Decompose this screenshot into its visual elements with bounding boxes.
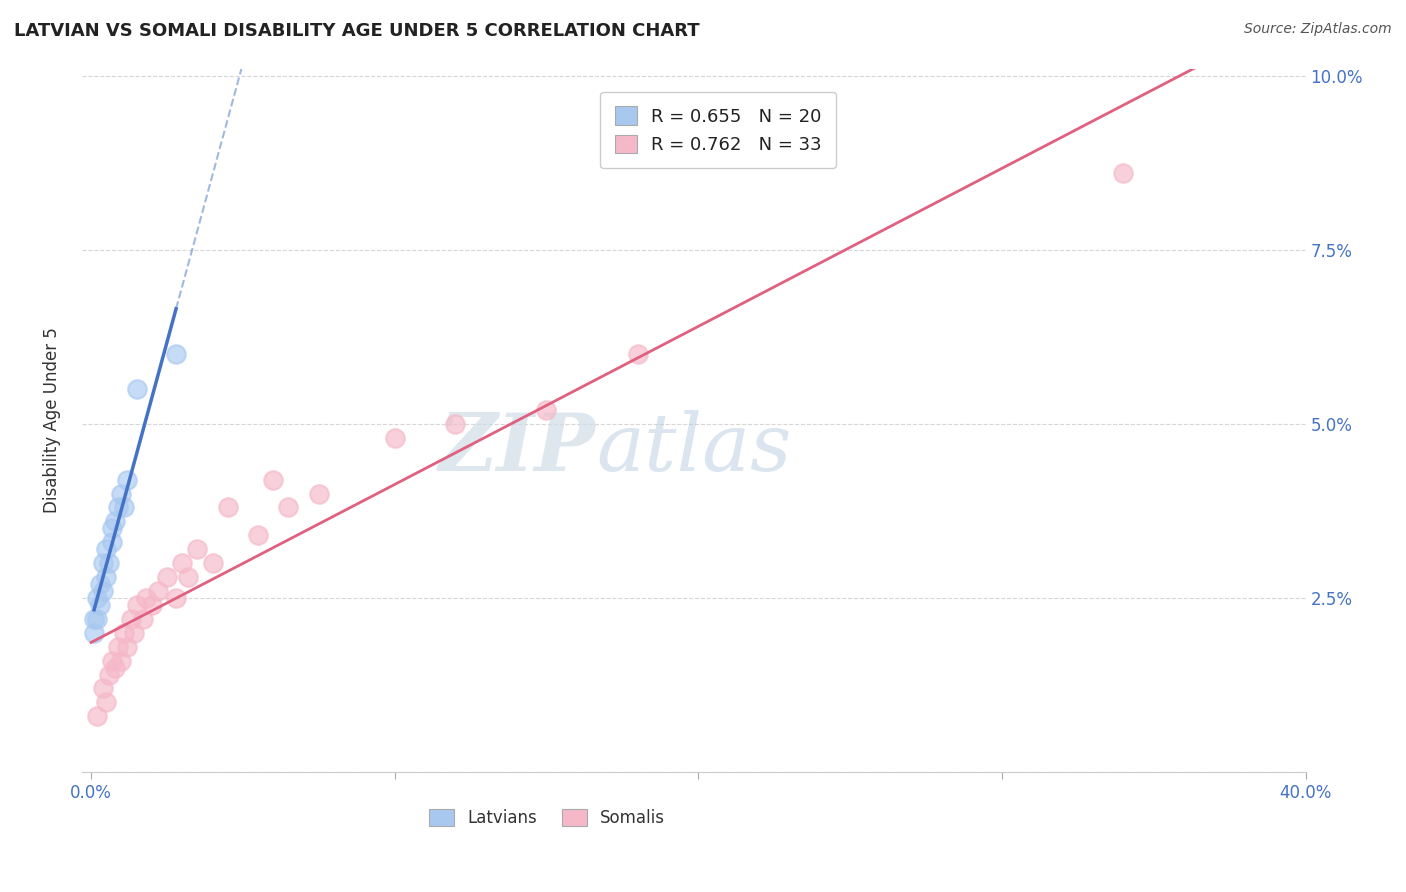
Text: ZIP: ZIP bbox=[439, 409, 596, 487]
Point bbox=[135, 591, 157, 605]
Point bbox=[146, 584, 169, 599]
Point bbox=[83, 625, 105, 640]
Point bbox=[101, 521, 124, 535]
Point bbox=[114, 500, 136, 515]
Point bbox=[98, 556, 121, 570]
Point bbox=[262, 473, 284, 487]
Point bbox=[98, 667, 121, 681]
Point bbox=[91, 681, 114, 696]
Point bbox=[277, 500, 299, 515]
Point bbox=[120, 612, 142, 626]
Point bbox=[101, 654, 124, 668]
Point bbox=[186, 542, 208, 557]
Text: LATVIAN VS SOMALI DISABILITY AGE UNDER 5 CORRELATION CHART: LATVIAN VS SOMALI DISABILITY AGE UNDER 5… bbox=[14, 22, 700, 40]
Point bbox=[165, 591, 187, 605]
Point bbox=[536, 403, 558, 417]
Text: Source: ZipAtlas.com: Source: ZipAtlas.com bbox=[1244, 22, 1392, 37]
Point bbox=[104, 514, 127, 528]
Point bbox=[125, 598, 148, 612]
Point bbox=[96, 695, 118, 709]
Point bbox=[104, 660, 127, 674]
Point bbox=[114, 625, 136, 640]
Point bbox=[110, 654, 132, 668]
Point bbox=[1112, 166, 1135, 180]
Point bbox=[444, 417, 467, 431]
Point bbox=[83, 612, 105, 626]
Text: atlas: atlas bbox=[596, 409, 792, 487]
Point bbox=[86, 591, 108, 605]
Point bbox=[89, 598, 111, 612]
Point bbox=[89, 577, 111, 591]
Point bbox=[141, 598, 163, 612]
Point bbox=[96, 570, 118, 584]
Point bbox=[96, 542, 118, 557]
Point bbox=[117, 640, 139, 654]
Point bbox=[177, 570, 200, 584]
Point bbox=[156, 570, 179, 584]
Point bbox=[101, 535, 124, 549]
Point bbox=[91, 556, 114, 570]
Point bbox=[384, 431, 406, 445]
Point bbox=[217, 500, 239, 515]
Point bbox=[626, 347, 648, 361]
Point bbox=[110, 486, 132, 500]
Point bbox=[86, 709, 108, 723]
Point bbox=[91, 584, 114, 599]
Point bbox=[86, 612, 108, 626]
Point bbox=[107, 640, 129, 654]
Point bbox=[107, 500, 129, 515]
Point bbox=[131, 612, 153, 626]
Y-axis label: Disability Age Under 5: Disability Age Under 5 bbox=[44, 327, 60, 513]
Point bbox=[165, 347, 187, 361]
Point bbox=[172, 556, 194, 570]
Point bbox=[117, 473, 139, 487]
Point bbox=[125, 382, 148, 396]
Point bbox=[201, 556, 224, 570]
Point bbox=[247, 528, 270, 542]
Point bbox=[122, 625, 145, 640]
Point bbox=[308, 486, 330, 500]
Legend: Latvians, Somalis: Latvians, Somalis bbox=[422, 803, 672, 834]
